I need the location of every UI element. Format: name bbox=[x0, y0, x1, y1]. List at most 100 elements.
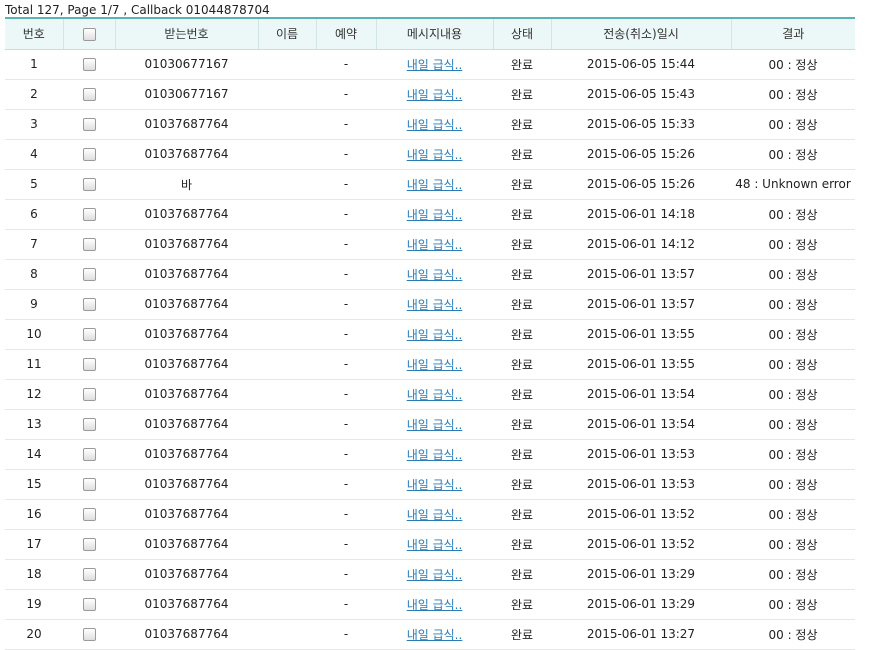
message-content-link[interactable]: 내일 급식.. bbox=[406, 267, 463, 282]
result-value: 00 : 정상 bbox=[731, 139, 855, 170]
receiver-number: 바 bbox=[115, 169, 258, 200]
message-cell: 내일 급식.. bbox=[376, 259, 493, 290]
reservation-value: - bbox=[316, 439, 376, 470]
status-value: 완료 bbox=[493, 169, 551, 200]
column-header-message[interactable]: 메시지내용 bbox=[376, 17, 494, 50]
message-content-link[interactable]: 내일 급식.. bbox=[406, 87, 463, 102]
status-value: 완료 bbox=[493, 469, 551, 500]
reservation-value: - bbox=[316, 619, 376, 650]
table-row: 13 01037687764 - 내일 급식.. 완료 2015-06-01 13:54 0… bbox=[5, 409, 855, 440]
message-cell: 내일 급식.. bbox=[376, 199, 493, 230]
message-content-link[interactable]: 내일 급식.. bbox=[406, 357, 463, 372]
table-row: 20 01037687764- 내일 급식.. 완료 2015-06-01 13:27 0… bbox=[5, 619, 855, 650]
row-checkbox[interactable] bbox=[82, 598, 96, 611]
message-content-link[interactable]: 내일 급식.. bbox=[406, 117, 463, 132]
row-checkbox[interactable] bbox=[82, 418, 96, 431]
row-checkbox[interactable] bbox=[82, 538, 96, 551]
message-content-link[interactable]: 내일 급식.. bbox=[406, 297, 463, 312]
sent-datetime: 2015-06-05 15:33 bbox=[551, 109, 731, 140]
row-select-cell bbox=[63, 109, 115, 140]
row-number: 16 bbox=[5, 499, 63, 530]
message-content-link[interactable]: 내일 급식.. bbox=[406, 567, 463, 582]
row-checkbox[interactable] bbox=[82, 508, 96, 521]
row-checkbox[interactable] bbox=[82, 628, 96, 641]
message-cell: 내일 급식.. bbox=[376, 169, 493, 200]
send-log-table: 번호 받는번호 이름 예약 메시지내용 상태 전송(취소)일시 결과 1 0103… bbox=[5, 17, 855, 650]
message-cell: 내일 급식.. bbox=[376, 79, 493, 110]
row-checkbox[interactable] bbox=[82, 88, 96, 101]
receiver-number: 01037687764 bbox=[115, 619, 258, 650]
column-header-result[interactable]: 결과 bbox=[731, 17, 855, 50]
status-value: 완료 bbox=[493, 439, 551, 470]
row-checkbox[interactable] bbox=[82, 208, 96, 221]
status-value: 완료 bbox=[493, 379, 551, 410]
row-checkbox[interactable] bbox=[82, 478, 96, 491]
row-checkbox[interactable] bbox=[82, 148, 96, 161]
row-number: 10 bbox=[5, 319, 63, 350]
message-content-link[interactable]: 내일 급식.. bbox=[406, 327, 463, 342]
column-header-datetime[interactable]: 전송(취소)일시 bbox=[551, 17, 732, 50]
message-content-link[interactable]: 내일 급식.. bbox=[406, 177, 463, 192]
column-header-no[interactable]: 번호 bbox=[5, 17, 64, 50]
reservation-value: - bbox=[316, 139, 376, 170]
row-checkbox[interactable] bbox=[82, 178, 96, 191]
message-cell: 내일 급식.. bbox=[376, 559, 493, 590]
message-content-link[interactable]: 내일 급식.. bbox=[406, 207, 463, 222]
row-checkbox[interactable] bbox=[82, 238, 96, 251]
sent-datetime: 2015-06-05 15:26 bbox=[551, 169, 731, 200]
reservation-value: - bbox=[316, 589, 376, 620]
message-cell: 내일 급식.. bbox=[376, 349, 493, 380]
row-checkbox[interactable] bbox=[82, 58, 96, 71]
row-checkbox[interactable] bbox=[82, 388, 96, 401]
status-value: 완료 bbox=[493, 319, 551, 350]
row-checkbox[interactable] bbox=[82, 448, 96, 461]
receiver-number: 01037687764 bbox=[115, 319, 258, 350]
message-content-link[interactable]: 내일 급식.. bbox=[406, 537, 463, 552]
sent-datetime: 2015-06-01 13:29 bbox=[551, 559, 731, 590]
message-content-link[interactable]: 내일 급식.. bbox=[406, 417, 463, 432]
result-value: 00 : 정상 bbox=[731, 229, 855, 260]
table-row: 8 01037687764 - 내일 급식.. 완료 2015-06-01 13:57 00… bbox=[5, 259, 855, 290]
recipient-name bbox=[258, 349, 316, 380]
message-content-link[interactable]: 내일 급식.. bbox=[406, 597, 463, 612]
row-select-cell bbox=[63, 469, 115, 500]
message-cell: 내일 급식.. bbox=[376, 619, 493, 650]
message-content-link[interactable]: 내일 급식.. bbox=[406, 627, 463, 642]
row-checkbox[interactable] bbox=[82, 268, 96, 281]
column-header-reservation[interactable]: 예약 bbox=[316, 17, 377, 50]
table-row: 18 01037687764 - 내일 급식.. 완료 2015-06-01 13:29 0… bbox=[5, 559, 855, 590]
message-content-link[interactable]: 내일 급식.. bbox=[406, 507, 463, 522]
select-all-checkbox[interactable] bbox=[82, 27, 96, 41]
row-select-cell bbox=[63, 319, 115, 350]
receiver-number: 01037687764 bbox=[115, 589, 258, 620]
row-number: 18 bbox=[5, 559, 63, 590]
row-select-cell bbox=[63, 529, 115, 560]
recipient-name bbox=[258, 469, 316, 500]
recipient-name bbox=[258, 439, 316, 470]
column-header-name[interactable]: 이름 bbox=[258, 17, 317, 50]
column-header-status[interactable]: 상태 bbox=[493, 17, 552, 50]
table-row: 11 01037687764 - 내일 급식.. 완료 2015-06-01 13:55 0… bbox=[5, 349, 855, 380]
row-number: 8 bbox=[5, 259, 63, 290]
result-value: 00 : 정상 bbox=[731, 319, 855, 350]
row-number: 9 bbox=[5, 289, 63, 320]
message-content-link[interactable]: 내일 급식.. bbox=[406, 57, 463, 72]
result-value: 48 : Unknown error bbox=[731, 169, 855, 200]
table-row: 17 01037687764 - 내일 급식.. 완료 2015-06-01 13:52 0… bbox=[5, 529, 855, 560]
row-checkbox[interactable] bbox=[82, 118, 96, 131]
row-checkbox[interactable] bbox=[82, 298, 96, 311]
row-checkbox[interactable] bbox=[82, 328, 96, 341]
message-content-link[interactable]: 내일 급식.. bbox=[406, 447, 463, 462]
message-content-link[interactable]: 내일 급식.. bbox=[406, 147, 463, 162]
recipient-name bbox=[258, 499, 316, 530]
receiver-number: 01030677167 bbox=[115, 79, 258, 110]
sent-datetime: 2015-06-01 13:52 bbox=[551, 529, 731, 560]
row-number: 17 bbox=[5, 529, 63, 560]
message-content-link[interactable]: 내일 급식.. bbox=[406, 477, 463, 492]
row-select-cell bbox=[63, 409, 115, 440]
message-content-link[interactable]: 내일 급식.. bbox=[406, 237, 463, 252]
column-header-receiver[interactable]: 받는번호 bbox=[115, 17, 259, 50]
row-checkbox[interactable] bbox=[82, 358, 96, 371]
row-checkbox[interactable] bbox=[82, 568, 96, 581]
message-content-link[interactable]: 내일 급식.. bbox=[406, 387, 463, 402]
